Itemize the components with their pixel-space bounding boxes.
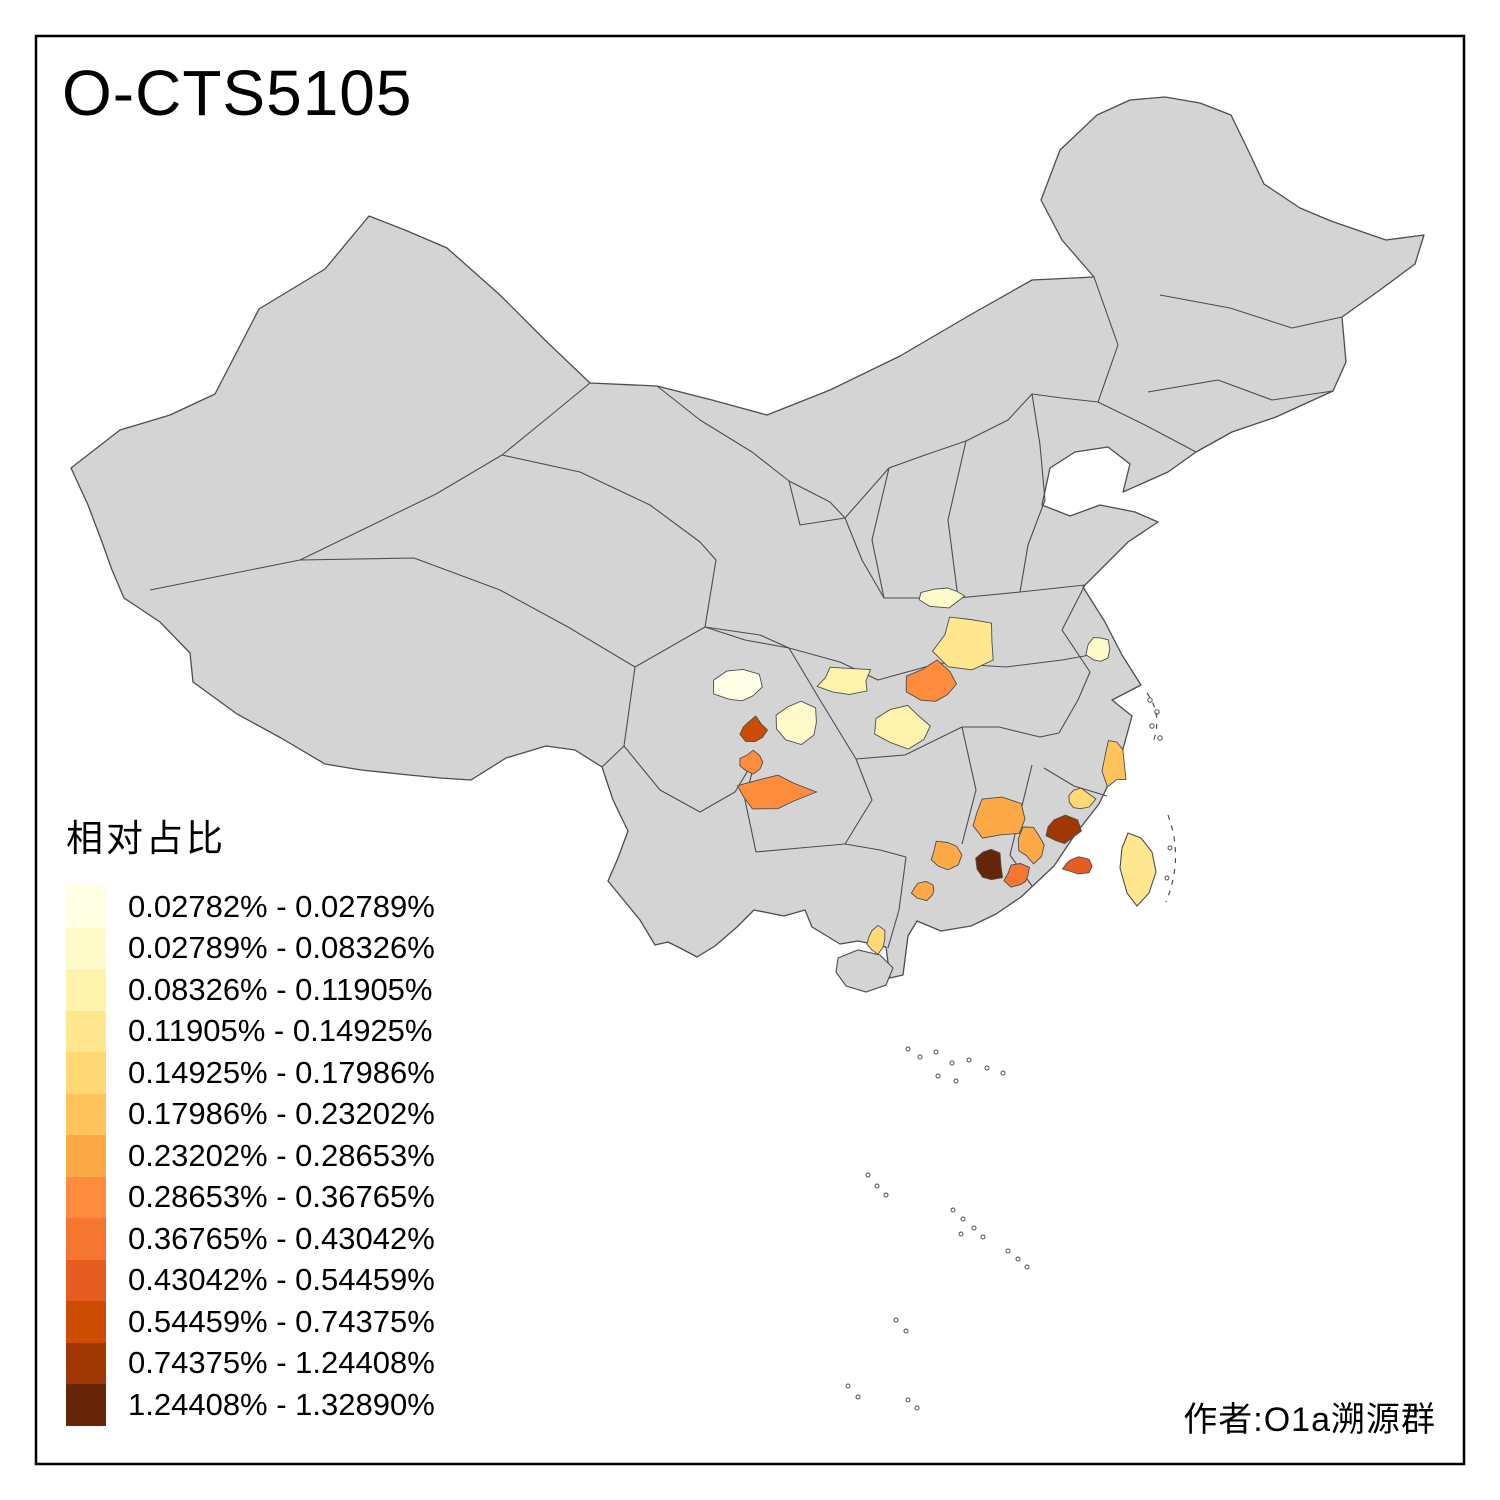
legend-label: 0.02789% - 0.08326% bbox=[128, 930, 435, 966]
prefecture-region bbox=[931, 616, 994, 671]
legend-row: 0.02789% - 0.08326% bbox=[66, 927, 435, 969]
prefecture-region bbox=[874, 704, 931, 750]
legend-row: 0.23202% - 0.28653% bbox=[66, 1135, 435, 1177]
legend-row: 0.02782% - 0.02789% bbox=[66, 886, 435, 928]
legend-swatch bbox=[66, 1052, 106, 1094]
prefecture-region bbox=[1045, 814, 1082, 845]
legend-label: 0.43042% - 0.54459% bbox=[128, 1262, 435, 1298]
legend-swatch bbox=[66, 1093, 106, 1135]
legend: 相对占比 0.02782% - 0.02789% 0.02789% - 0.083… bbox=[66, 808, 435, 1426]
legend-swatch bbox=[66, 1259, 106, 1301]
legend-row: 0.14925% - 0.17986% bbox=[66, 1052, 435, 1094]
prefecture-region bbox=[930, 840, 963, 871]
legend-label: 0.11905% - 0.14925% bbox=[128, 1013, 433, 1049]
attribution: 作者:O1a溯源群 bbox=[1183, 1401, 1436, 1439]
legend-swatch bbox=[66, 969, 106, 1011]
prefecture-region bbox=[775, 700, 817, 745]
prefecture-region bbox=[1101, 739, 1127, 788]
prefecture-region bbox=[1068, 787, 1097, 810]
legend-swatch bbox=[66, 1010, 106, 1052]
legend-label: 0.08326% - 0.11905% bbox=[128, 971, 433, 1007]
legend-label: 1.24408% - 1.32890% bbox=[128, 1386, 435, 1422]
prefecture-region bbox=[972, 796, 1026, 839]
prefecture-region bbox=[975, 848, 1003, 881]
chart-title: O-CTS5105 bbox=[62, 57, 413, 129]
legend-swatch bbox=[66, 1384, 106, 1426]
prefecture-region bbox=[713, 668, 763, 702]
legend-row: 0.08326% - 0.11905% bbox=[66, 969, 435, 1011]
legend-row: 0.11905% - 0.14925% bbox=[66, 1010, 435, 1052]
legend-swatch bbox=[66, 1135, 106, 1177]
legend-label: 0.54459% - 0.74375% bbox=[128, 1303, 435, 1339]
prefecture-region bbox=[1085, 637, 1111, 662]
island-chain-dashes bbox=[1146, 692, 1177, 903]
legend-row: 0.17986% - 0.23202% bbox=[66, 1093, 435, 1135]
prefecture-region bbox=[1017, 826, 1045, 865]
legend-label: 0.23202% - 0.28653% bbox=[128, 1137, 435, 1173]
legend-label: 0.74375% - 1.24408% bbox=[128, 1345, 435, 1381]
legend-row: 1.24408% - 1.32890% bbox=[66, 1384, 435, 1426]
prefecture-region bbox=[918, 587, 966, 609]
legend-title: 相对占比 bbox=[66, 818, 226, 859]
prefecture-region bbox=[739, 715, 769, 743]
legend-row: 0.28653% - 0.36765% bbox=[66, 1176, 435, 1218]
legend-label: 0.28653% - 0.36765% bbox=[128, 1179, 435, 1215]
legend-swatch bbox=[66, 1342, 106, 1384]
legend-label: 0.17986% - 0.23202% bbox=[128, 1096, 435, 1132]
legend-label: 0.14925% - 0.17986% bbox=[128, 1054, 435, 1090]
province-borders bbox=[149, 276, 1343, 949]
prefecture-region bbox=[1061, 856, 1093, 875]
prefecture-region bbox=[910, 881, 935, 902]
taiwan-island bbox=[1119, 832, 1157, 907]
legend-swatch bbox=[66, 927, 106, 969]
legend-rows: 0.02782% - 0.02789% 0.02789% - 0.08326% 0.… bbox=[66, 886, 435, 1426]
prefecture-region bbox=[816, 666, 872, 695]
prefecture-region bbox=[905, 659, 958, 702]
small-islands bbox=[845, 697, 1173, 1411]
legend-row: 0.74375% - 1.24408% bbox=[66, 1342, 435, 1384]
legend-swatch bbox=[66, 1218, 106, 1260]
prefecture-region bbox=[866, 924, 886, 955]
prefecture-region bbox=[739, 749, 764, 775]
prefecture-region bbox=[1003, 863, 1030, 888]
legend-row: 0.36765% - 0.43042% bbox=[66, 1218, 435, 1260]
legend-label: 0.36765% - 0.43042% bbox=[128, 1220, 435, 1256]
legend-swatch bbox=[66, 1176, 106, 1218]
plot-frame bbox=[34, 34, 1466, 1466]
highlighted-prefectures bbox=[713, 587, 1127, 955]
hainan-island bbox=[835, 949, 894, 993]
legend-row: 0.43042% - 0.54459% bbox=[66, 1259, 435, 1301]
legend-swatch bbox=[66, 1301, 106, 1343]
legend-label: 0.02782% - 0.02789% bbox=[128, 888, 435, 924]
prefecture-region bbox=[736, 774, 818, 810]
legend-swatch bbox=[66, 886, 106, 928]
legend-row: 0.54459% - 0.74375% bbox=[66, 1301, 435, 1343]
